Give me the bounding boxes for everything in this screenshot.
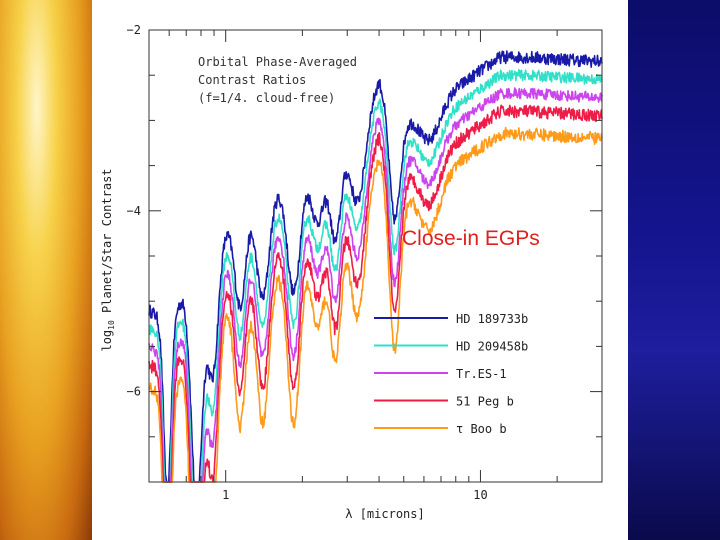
chart-figure: −2 −4 −6 1 10 Orbital Phase-Averaged Contras… — [92, 0, 628, 540]
legend-label: 51 Peg b — [456, 395, 514, 409]
legend-label: Tr.ES-1 — [456, 367, 507, 381]
right-gradient-background — [628, 0, 720, 540]
y-tick-label: −6 — [127, 385, 141, 399]
contrast-ratio-chart: −2 −4 −6 1 10 Orbital Phase-Averaged Contras… — [100, 23, 603, 521]
left-gradient-background — [0, 0, 92, 540]
series-line-3 — [148, 87, 603, 483]
y-axis-label: log10 Planet/Star Contrast — [100, 168, 116, 351]
close-in-egps-label: Close-in EGPs — [402, 227, 540, 250]
series-line-2 — [148, 69, 603, 483]
x-axis-label: λ [microns] — [345, 507, 424, 521]
y-tick-label: −2 — [127, 23, 141, 37]
series-line-4 — [148, 104, 603, 483]
legend-label: HD 189733b — [456, 312, 528, 326]
x-tick-label: 10 — [473, 488, 487, 502]
x-tick-label: 1 — [222, 488, 229, 502]
series-line-5 — [148, 126, 603, 483]
annotation-line-2: Contrast Ratios — [198, 73, 306, 87]
series-group — [148, 50, 603, 483]
annotation-line-3: (f=1/4. cloud-free) — [198, 91, 335, 105]
annotation-line-1: Orbital Phase-Averaged — [198, 55, 357, 69]
y-tick-label: −4 — [127, 204, 141, 218]
legend: HD 189733b HD 209458b Tr.ES-1 51 Peg b τ Boo… — [374, 312, 528, 436]
ticks-group: −2 −4 −6 1 10 — [127, 23, 603, 502]
legend-label: τ Boo b — [456, 422, 507, 436]
legend-label: HD 209458b — [456, 340, 528, 354]
series-line-1 — [148, 50, 603, 483]
